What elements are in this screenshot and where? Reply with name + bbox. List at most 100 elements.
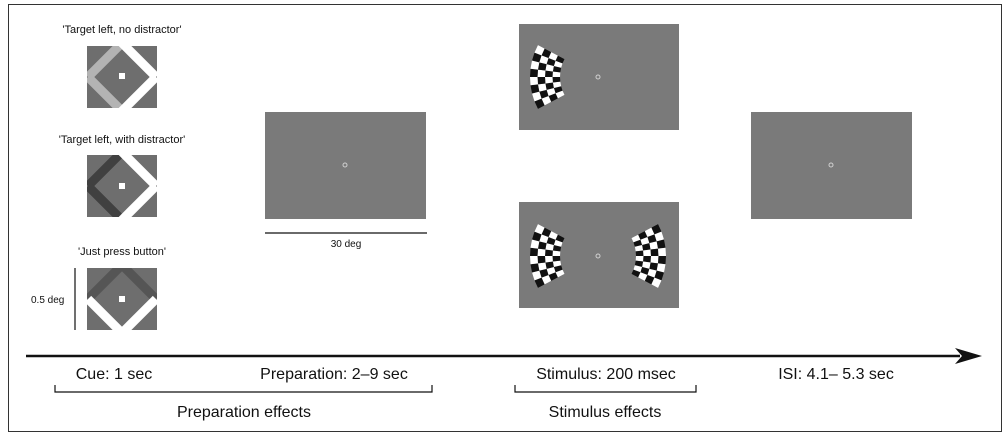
checker-cell — [537, 62, 547, 71]
checker-cell — [532, 231, 542, 242]
checker-cell — [545, 77, 553, 84]
checker-cell — [534, 224, 545, 235]
phase-stimulus: Stimulus: 200 msec — [536, 366, 676, 383]
checker-cell — [643, 256, 651, 263]
checker-cell — [545, 70, 553, 77]
isi-screen — [751, 112, 912, 219]
timeline-arrow — [26, 348, 982, 364]
checker-cell — [530, 263, 540, 273]
checker-cell — [541, 274, 552, 285]
checker-cell — [631, 234, 641, 243]
checker-cell — [552, 81, 562, 89]
checker-cell — [537, 256, 546, 264]
checker-cell — [553, 265, 563, 273]
checker-cell — [530, 247, 538, 256]
checker-cell — [658, 256, 666, 265]
cue-image-press-button — [87, 268, 157, 330]
checker-cell — [546, 237, 556, 245]
checker-cell — [656, 263, 666, 273]
checker-cell — [633, 239, 643, 247]
phase-cue: Cue: 1 sec — [76, 366, 152, 383]
checker-cell — [541, 95, 552, 106]
effect-stimulus: Stimulus effects — [549, 404, 662, 421]
cue-label-with-distractor: 'Target left, with distractor' — [59, 134, 185, 146]
checker-cell — [642, 261, 651, 269]
checker-cell — [635, 250, 644, 256]
checker-cell — [546, 267, 556, 275]
checker-cell — [635, 256, 644, 262]
phase-isi: ISI: 4.1– 5.3 sec — [778, 366, 894, 383]
checker-cell — [532, 270, 542, 281]
checker-cell — [537, 77, 546, 85]
checker-cell — [548, 231, 558, 240]
checker-cell — [537, 83, 547, 92]
checker-cell — [552, 71, 561, 77]
checker-cell — [553, 86, 563, 94]
checker-cell — [650, 256, 659, 264]
checker-cell — [634, 244, 644, 252]
checker-cell — [537, 248, 546, 256]
checker-cell — [552, 77, 561, 83]
checker-cell — [656, 239, 666, 249]
checker-cell — [548, 272, 558, 281]
checker-cell — [640, 267, 650, 275]
checker-cell — [654, 270, 664, 281]
cue-scale-label: 0.5 deg — [31, 295, 64, 306]
checkerboard-right — [631, 224, 666, 288]
preparation-screen — [265, 112, 426, 219]
cue-label-no-distractor: 'Target left, no distractor' — [62, 24, 181, 36]
checker-cell — [545, 249, 553, 256]
bracket-stimulus-effects — [514, 385, 697, 393]
checker-cell — [552, 250, 561, 256]
checker-cell — [651, 277, 662, 288]
cue-label-press-button: 'Just press button' — [78, 246, 166, 258]
checker-cell — [552, 65, 562, 73]
checker-cell — [651, 224, 662, 235]
checker-cell — [548, 52, 558, 61]
checker-cell — [552, 260, 562, 268]
checker-cell — [545, 256, 553, 263]
checkerboard-left — [530, 45, 565, 109]
checker-cell — [658, 247, 666, 256]
checker-cell — [545, 64, 554, 72]
checker-cell — [647, 268, 657, 278]
checker-cell — [638, 272, 648, 281]
checker-cell — [537, 69, 546, 77]
checker-cell — [530, 60, 540, 70]
checker-cell — [537, 241, 547, 250]
checker-cell — [530, 239, 540, 249]
checker-cell — [555, 90, 565, 99]
checker-cell — [552, 256, 561, 262]
checker-cell — [545, 261, 554, 269]
effect-preparation: Preparation effects — [177, 404, 311, 421]
checker-cell — [644, 274, 655, 285]
checker-cell — [532, 52, 542, 63]
cue-image-with-distractor — [87, 155, 157, 217]
checker-cell — [530, 84, 540, 94]
checker-cell — [534, 45, 545, 56]
stimulus-screen-target-only — [519, 24, 679, 130]
checker-cell — [546, 58, 556, 66]
checkerboard-left — [530, 224, 565, 288]
checker-cell — [555, 234, 565, 243]
checker-cell — [552, 244, 562, 252]
stimulus-screen-with-distractor — [519, 202, 679, 308]
phase-preparation: Preparation: 2–9 sec — [260, 366, 408, 383]
checker-cell — [654, 231, 664, 242]
checker-cell — [541, 227, 552, 238]
figure-border — [8, 4, 1002, 432]
checker-cell — [539, 89, 549, 99]
checker-cell — [553, 239, 563, 247]
checker-cell — [650, 248, 659, 256]
checker-cell — [545, 243, 554, 251]
checker-cell — [530, 68, 538, 77]
checker-cell — [642, 243, 651, 251]
checker-cell — [640, 237, 650, 245]
bracket-preparation-effects — [54, 385, 433, 393]
checker-cell — [647, 234, 657, 244]
checker-cell — [634, 260, 644, 268]
checker-cell — [530, 256, 538, 265]
checker-cell — [553, 60, 563, 68]
